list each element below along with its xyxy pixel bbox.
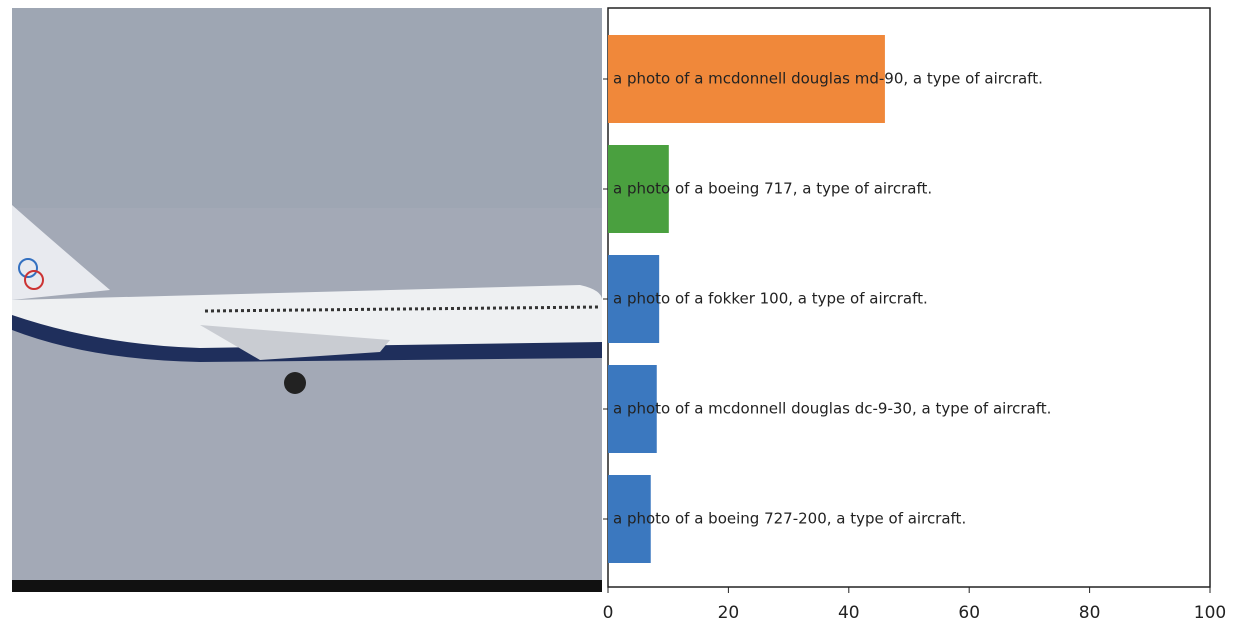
y-tick-label: a photo of a mcdonnell douglas dc-9-30, …	[613, 400, 1051, 418]
y-tick-label: a photo of a mcdonnell douglas md-90, a …	[613, 70, 1043, 88]
x-tick-label: 100	[1194, 603, 1226, 623]
figure: 0 20 40 60 80 100 a photo of a mcdonnell dougl…	[0, 0, 1237, 627]
y-tick-label: a photo of a fokker 100, a type of aircr…	[613, 290, 928, 308]
photo	[12, 8, 602, 592]
x-tick-label: 20	[718, 603, 740, 623]
x-tick-label: 60	[958, 603, 980, 623]
y-tick-label: a photo of a boeing 727-200, a type of a…	[613, 510, 966, 528]
x-tick-label: 40	[838, 603, 860, 623]
x-tick-label: 0	[603, 603, 614, 623]
y-tick-label: a photo of a boeing 717, a type of aircr…	[613, 180, 932, 198]
x-tick-label: 80	[1079, 603, 1101, 623]
